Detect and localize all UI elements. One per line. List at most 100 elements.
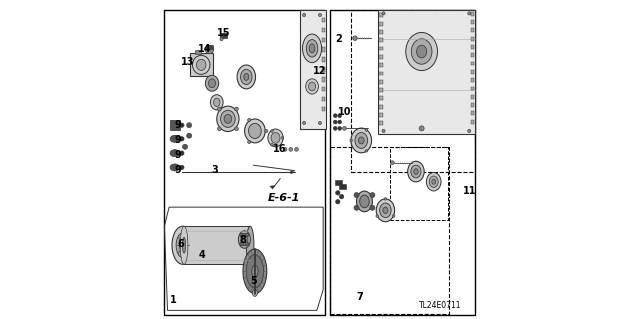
Ellipse shape <box>172 226 193 264</box>
Circle shape <box>180 123 184 127</box>
Ellipse shape <box>413 169 418 174</box>
Circle shape <box>338 126 342 130</box>
Ellipse shape <box>358 137 364 144</box>
FancyBboxPatch shape <box>379 113 383 117</box>
Ellipse shape <box>180 226 188 264</box>
Ellipse shape <box>244 119 265 143</box>
Ellipse shape <box>238 231 250 248</box>
FancyBboxPatch shape <box>321 18 324 22</box>
Circle shape <box>353 36 357 41</box>
FancyBboxPatch shape <box>321 48 324 52</box>
Text: 13: 13 <box>180 57 194 67</box>
FancyBboxPatch shape <box>471 103 474 107</box>
Circle shape <box>220 38 223 41</box>
FancyBboxPatch shape <box>321 28 324 32</box>
Ellipse shape <box>380 203 391 218</box>
FancyBboxPatch shape <box>321 67 324 72</box>
FancyBboxPatch shape <box>379 47 383 50</box>
Ellipse shape <box>237 65 255 89</box>
FancyBboxPatch shape <box>379 22 383 26</box>
Circle shape <box>187 123 192 128</box>
Circle shape <box>338 114 342 118</box>
Circle shape <box>335 199 340 204</box>
FancyBboxPatch shape <box>379 122 383 125</box>
Ellipse shape <box>179 239 186 252</box>
Ellipse shape <box>221 110 235 127</box>
Ellipse shape <box>241 234 248 246</box>
FancyBboxPatch shape <box>379 13 383 17</box>
Text: 15: 15 <box>217 28 230 38</box>
FancyBboxPatch shape <box>379 71 383 75</box>
FancyBboxPatch shape <box>321 57 324 62</box>
Circle shape <box>248 140 251 144</box>
Circle shape <box>333 120 337 124</box>
Text: 9: 9 <box>174 150 181 160</box>
Circle shape <box>265 129 268 132</box>
Ellipse shape <box>170 164 180 171</box>
Circle shape <box>245 242 249 246</box>
FancyBboxPatch shape <box>195 50 200 54</box>
Circle shape <box>382 12 385 15</box>
Ellipse shape <box>224 115 232 123</box>
Ellipse shape <box>307 40 318 57</box>
Ellipse shape <box>246 226 254 264</box>
FancyBboxPatch shape <box>205 46 213 49</box>
Circle shape <box>294 147 298 151</box>
Circle shape <box>180 151 184 155</box>
Ellipse shape <box>309 44 315 53</box>
Circle shape <box>180 165 184 170</box>
Polygon shape <box>270 186 275 189</box>
Circle shape <box>333 114 337 118</box>
Ellipse shape <box>205 75 219 91</box>
Ellipse shape <box>182 237 186 253</box>
FancyBboxPatch shape <box>471 53 474 57</box>
Text: 9: 9 <box>174 120 181 130</box>
Circle shape <box>338 120 342 124</box>
Ellipse shape <box>355 132 367 148</box>
FancyBboxPatch shape <box>379 55 383 59</box>
Text: TL24E0711: TL24E0711 <box>419 301 461 310</box>
FancyBboxPatch shape <box>321 87 324 92</box>
FancyBboxPatch shape <box>471 112 474 115</box>
FancyBboxPatch shape <box>379 80 383 84</box>
FancyBboxPatch shape <box>321 38 324 42</box>
Text: 14: 14 <box>198 44 211 54</box>
Ellipse shape <box>252 265 258 277</box>
FancyBboxPatch shape <box>170 120 180 130</box>
Polygon shape <box>378 10 475 134</box>
Circle shape <box>240 242 244 246</box>
Circle shape <box>319 13 321 17</box>
Ellipse shape <box>356 191 372 212</box>
FancyBboxPatch shape <box>471 70 474 74</box>
Ellipse shape <box>252 289 257 296</box>
Ellipse shape <box>406 33 438 70</box>
FancyBboxPatch shape <box>335 181 342 185</box>
Ellipse shape <box>432 179 436 184</box>
FancyBboxPatch shape <box>471 12 474 16</box>
Ellipse shape <box>170 135 180 142</box>
Circle shape <box>370 205 375 210</box>
FancyBboxPatch shape <box>471 120 474 123</box>
Text: 8: 8 <box>240 234 246 245</box>
Ellipse shape <box>193 55 210 74</box>
Polygon shape <box>184 226 250 264</box>
Text: 9: 9 <box>174 135 181 145</box>
Text: 9: 9 <box>174 165 181 175</box>
Ellipse shape <box>268 129 283 147</box>
Circle shape <box>342 126 346 130</box>
Circle shape <box>365 150 367 152</box>
Ellipse shape <box>217 106 239 131</box>
FancyBboxPatch shape <box>321 107 324 111</box>
Circle shape <box>205 46 214 54</box>
FancyBboxPatch shape <box>471 20 474 24</box>
FancyBboxPatch shape <box>379 88 383 92</box>
FancyBboxPatch shape <box>471 86 474 90</box>
Circle shape <box>390 161 394 165</box>
Ellipse shape <box>248 123 261 138</box>
FancyBboxPatch shape <box>379 105 383 108</box>
Circle shape <box>392 215 395 217</box>
Circle shape <box>365 129 367 131</box>
Ellipse shape <box>306 79 319 94</box>
Ellipse shape <box>351 128 372 153</box>
Text: 6: 6 <box>177 239 184 249</box>
